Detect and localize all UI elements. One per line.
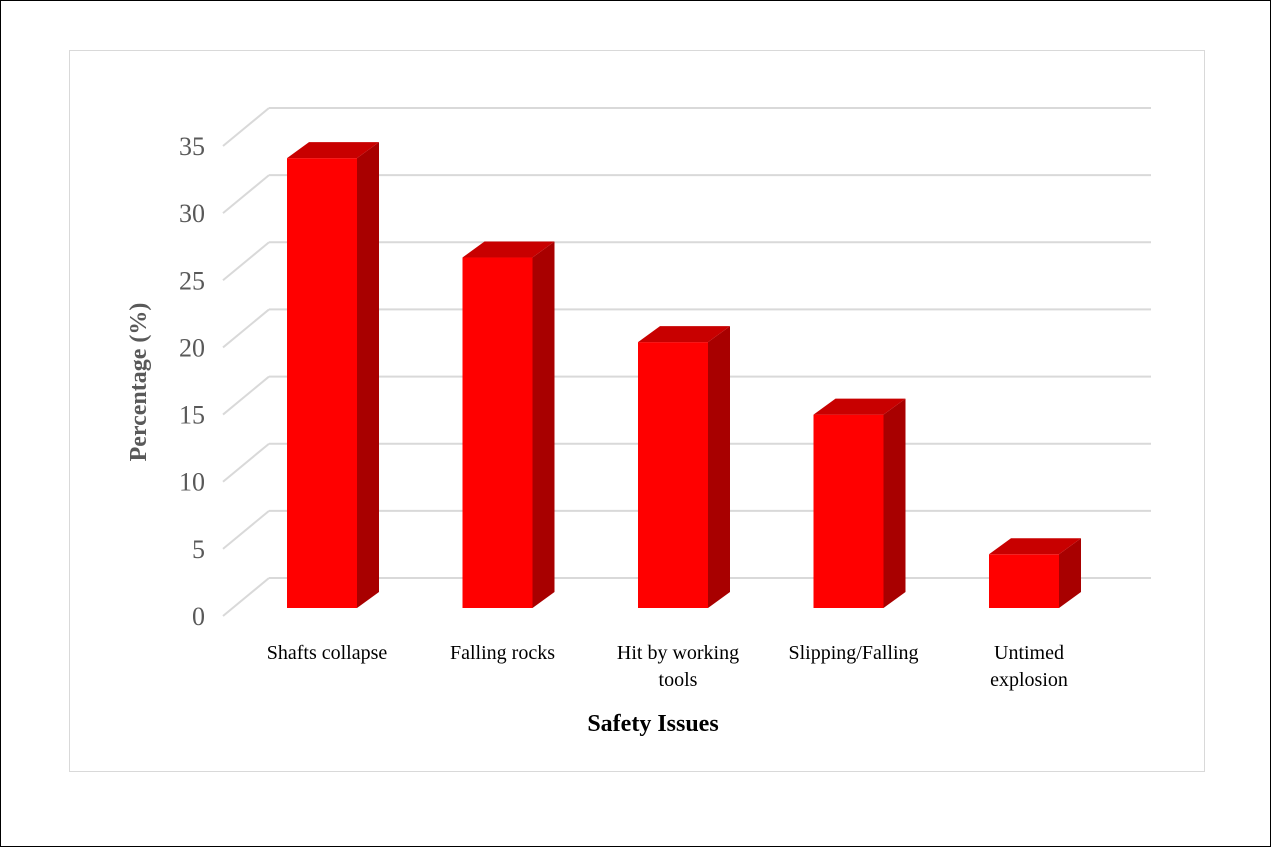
x-category-label: Shafts collapse [267,642,388,664]
y-axis-ticks: 0 5 10 15 20 25 30 35 [179,132,205,631]
bar-top [989,538,1081,555]
x-category-label: Slipping/Falling [788,642,918,664]
gridline-diagonal [222,577,270,617]
gridline-diagonal [222,308,270,349]
bar-front [989,554,1059,608]
bar [287,142,379,608]
bar-front [287,158,357,608]
bar-top [462,241,555,258]
gridline-diagonal [222,442,270,483]
x-category-label: Untimed explosion [990,642,1068,691]
bar [813,398,906,608]
x-category-label: Hit by working tools [617,642,739,691]
gridline-diagonal [222,241,270,282]
x-category-label: Falling rocks [450,642,555,664]
y-tick-label: 30 [179,199,205,228]
bar-side [357,142,379,608]
y-tick-label: 10 [179,468,205,497]
y-tick-label: 35 [179,132,205,161]
bar-side [708,326,730,608]
bar-side [883,398,906,608]
y-tick-label: 25 [179,266,205,295]
bars [287,142,1081,608]
bar [989,538,1081,608]
gridline-diagonal [222,174,270,214]
bar-top [813,398,906,415]
y-tick-label: 5 [192,535,205,564]
gridline-diagonal [222,107,270,147]
bar-front [462,257,533,608]
bar-side [532,241,555,608]
bar [638,326,730,608]
bar-side [1059,538,1081,608]
bar-front [813,414,884,608]
y-tick-label: 20 [179,333,205,362]
y-axis-title: Percentage (%) [126,303,152,462]
y-tick-label: 0 [192,602,205,631]
y-tick-label: 15 [179,401,205,430]
gridline-diagonal [222,375,270,416]
bar [462,241,555,608]
x-axis-title: Safety Issues [587,711,718,737]
bar-top [287,142,379,159]
gridline-diagonal [222,510,270,550]
bar-front [638,342,708,608]
chart-area [69,50,1205,772]
bar-top [638,326,730,343]
x-axis-categories: Shafts collapse Falling rocks Hit by worki… [267,642,1068,691]
